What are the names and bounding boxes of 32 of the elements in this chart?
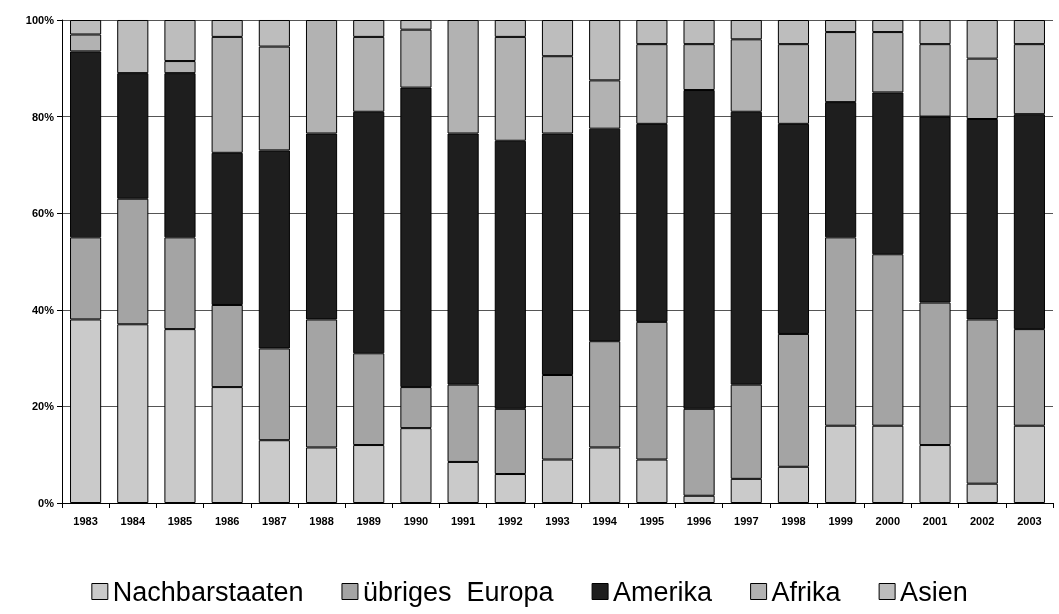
x-tick-label: 1994	[592, 514, 618, 527]
x-tick-label: 1997	[734, 514, 759, 527]
legend-label: Nachbarstaaten	[112, 576, 304, 607]
x-tick-label: 1983	[73, 514, 98, 527]
x-tick-label: 1985	[167, 514, 193, 527]
x-tick-label: 1988	[309, 514, 334, 527]
x-tick-label: 1986	[214, 514, 240, 527]
y-tick-label: 0%	[38, 497, 55, 509]
y-tick-label: 60%	[31, 207, 55, 220]
x-tick-label: 2001	[922, 514, 948, 527]
x-tick-label: 1999	[828, 514, 853, 527]
legend-label: Amerika	[613, 576, 714, 607]
y-tick-label: 40%	[31, 303, 55, 316]
x-tick-label: 2000	[875, 514, 901, 527]
x-tick-label: 1992	[498, 514, 523, 527]
x-tick-label: 1991	[450, 514, 476, 527]
legend-label: Asien	[900, 576, 968, 607]
x-tick-label: 1993	[545, 514, 570, 527]
x-tick-label: 2002	[969, 514, 995, 527]
x-tick-label: 1987	[262, 514, 287, 527]
x-tick-label: 1998	[781, 514, 806, 527]
y-tick-label: 20%	[31, 400, 55, 413]
x-tick-label: 1996	[686, 514, 712, 527]
x-tick-label: 1995	[639, 514, 665, 527]
x-tick-label: 1990	[403, 514, 429, 527]
legend-label: Afrika	[771, 576, 842, 607]
x-tick-label: 1984	[120, 514, 146, 527]
x-tick-label: 2003	[1017, 514, 1042, 527]
legend-label: übriges Europa	[362, 576, 555, 607]
y-tick-label: 80%	[31, 110, 55, 123]
y-tick-label: 100%	[25, 14, 55, 26]
x-tick-label: 1989	[356, 514, 381, 527]
